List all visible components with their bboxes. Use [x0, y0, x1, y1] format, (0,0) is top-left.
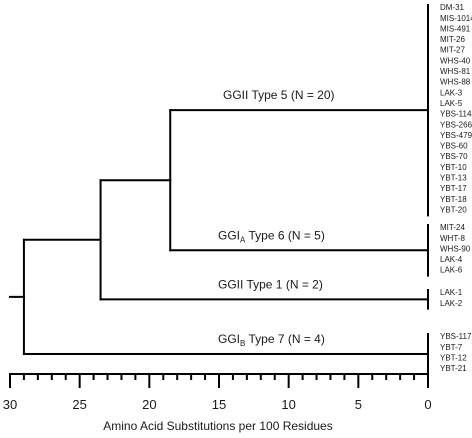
- leaf-label: YBT-13: [440, 174, 467, 183]
- axis-title: Amino Acid Substitutions per 100 Residue…: [103, 419, 332, 433]
- leaf-label: YBS-1171: [440, 332, 472, 341]
- clade-label-ggib-type-7: GGIB Type 7 (N = 4): [218, 332, 325, 348]
- tick-label: 5: [355, 397, 362, 412]
- leaf-label: LAK-1: [440, 288, 463, 297]
- leaf-label: YBS-70: [440, 152, 468, 161]
- tick-label: 25: [72, 397, 86, 412]
- leaf-label: LAK-6: [440, 266, 463, 275]
- leaf-label: YBT-20: [440, 205, 467, 214]
- leaf-label: WHS-40: [440, 56, 471, 65]
- tick-label: 30: [3, 397, 17, 412]
- leaf-label: YBS-479: [440, 131, 472, 140]
- distance-axis: 30 25 20 15 10 5 0: [3, 373, 432, 412]
- tick-label: 10: [281, 397, 295, 412]
- leaf-label: YBS-60: [440, 142, 468, 151]
- leaf-label: LAK-5: [440, 99, 463, 108]
- leaf-label: WHT-8: [440, 234, 465, 243]
- clade-label-ggii-type-1: GGII Type 1 (N = 2): [218, 277, 323, 291]
- leaf-label: YBT-12: [440, 353, 467, 362]
- leaf-label: MIT-27: [440, 46, 465, 55]
- leaf-label: LAK-3: [440, 88, 463, 97]
- leaf-label: MIT-24: [440, 223, 465, 232]
- clade-label-ggia-type-6: GGIA Type 6 (N = 5): [218, 228, 325, 244]
- leaf-label: YBS-266: [440, 120, 472, 129]
- clade-labels: GGII Type 5 (N = 20) GGIA Type 6 (N = 5) G…: [218, 88, 335, 348]
- leaf-label: YBT-18: [440, 195, 467, 204]
- leaf-label: WHS-88: [440, 78, 471, 87]
- leaf-label: MIS-491: [440, 24, 471, 33]
- leaf-label: YBS-1143: [440, 110, 472, 119]
- leaf-label: WHS-81: [440, 67, 471, 76]
- leaf-label: YBT-17: [440, 184, 467, 193]
- tick-label: 0: [424, 397, 431, 412]
- leaf-label: YBT-10: [440, 163, 467, 172]
- tree-branches: [8, 4, 429, 375]
- leaf-label: MIT-26: [440, 35, 465, 44]
- leaf-label: MIS-1014: [440, 14, 472, 23]
- leaf-label: WHS-90: [440, 244, 471, 253]
- tick-label: 15: [212, 397, 226, 412]
- leaf-label: DM-31: [440, 3, 465, 12]
- tick-label: 20: [142, 397, 156, 412]
- leaf-label: LAK-4: [440, 255, 463, 264]
- leaf-label: LAK-2: [440, 299, 463, 308]
- clade-label-ggii-type-5: GGII Type 5 (N = 20): [223, 88, 335, 102]
- leaf-label: YBT-7: [440, 343, 463, 352]
- leaf-label: YBT-21: [440, 364, 467, 373]
